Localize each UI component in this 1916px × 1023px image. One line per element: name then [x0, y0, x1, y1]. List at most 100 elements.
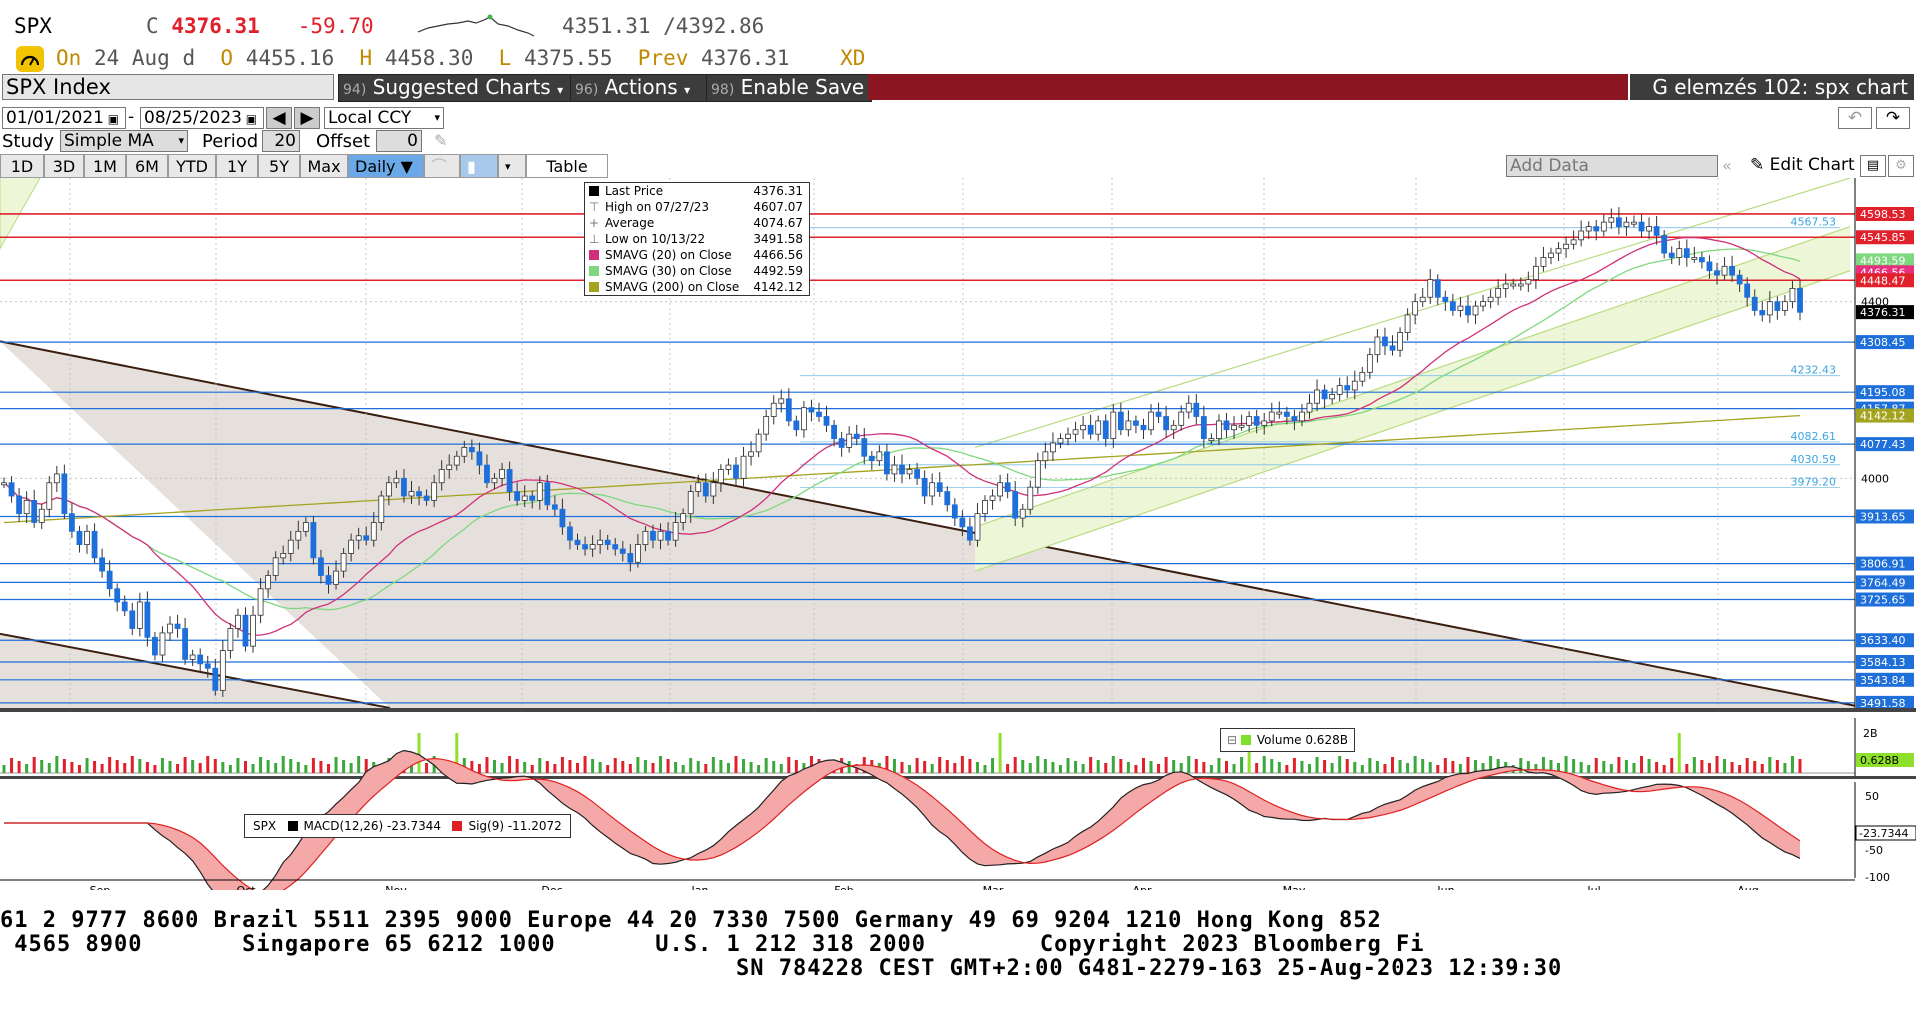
- volume-bar: [115, 760, 119, 773]
- volume-bar: [1413, 756, 1417, 773]
- volume-bar: [1760, 764, 1764, 773]
- study-select[interactable]: Simple MA ▾: [60, 130, 188, 152]
- volume-bar: [455, 733, 459, 773]
- price-axis-tag-label: 4195.08: [1860, 386, 1906, 399]
- candle-body: [1706, 261, 1713, 272]
- candle-body: [174, 623, 181, 629]
- volume-bar: [1172, 760, 1176, 773]
- candle-body: [876, 451, 883, 462]
- candle-body: [1291, 416, 1298, 422]
- period-5y[interactable]: 5Y: [258, 154, 300, 178]
- candle-body: [785, 398, 792, 422]
- table-button[interactable]: Table: [526, 154, 608, 178]
- candle-body: [702, 482, 709, 497]
- collapse-icon[interactable]: «: [1722, 156, 1732, 175]
- suggested-charts-button[interactable]: 94) Suggested Charts ▾: [338, 74, 572, 102]
- period-3d[interactable]: 3D: [44, 154, 84, 178]
- undo-icon[interactable]: ↶: [1838, 107, 1872, 129]
- add-data-field[interactable]: Add Data: [1506, 155, 1718, 177]
- volume-bar: [779, 764, 783, 773]
- fib-level-label: 4082.61: [1791, 430, 1837, 443]
- volume-bar: [711, 757, 715, 773]
- volume-bar: [1670, 758, 1674, 773]
- legend-sma20: SMAVG (20) on Close 4466.56: [585, 247, 809, 263]
- candle-body: [310, 522, 317, 559]
- redo-icon[interactable]: ↷: [1876, 107, 1910, 129]
- enable-save-button[interactable]: 98) Enable Save: [706, 74, 872, 102]
- volume-bar: [598, 762, 602, 773]
- volume-bar: [77, 765, 81, 773]
- symbol: SPX: [14, 14, 52, 38]
- candle-body: [861, 438, 868, 457]
- volume-bar: [938, 757, 942, 773]
- candle-body: [1223, 420, 1230, 431]
- security-field[interactable]: SPX Index: [2, 74, 334, 100]
- volume-bar: [1013, 757, 1017, 773]
- period-1m[interactable]: 1M: [84, 154, 126, 178]
- period-6m[interactable]: 6M: [126, 154, 168, 178]
- volume-bar: [342, 760, 346, 773]
- bar-chart-icon[interactable]: ▮: [460, 154, 498, 178]
- period-field[interactable]: 20: [262, 130, 300, 152]
- chart-settings-icon[interactable]: ▤: [1860, 155, 1886, 177]
- candle-body: [423, 495, 430, 501]
- volume-bar: [892, 759, 896, 773]
- start-date-field[interactable]: 01/01/2021 ▣: [2, 107, 126, 129]
- pencil-icon[interactable]: ✎: [434, 131, 448, 150]
- period-1d[interactable]: 1D: [0, 154, 44, 178]
- candle-body: [1502, 283, 1509, 289]
- actions-button[interactable]: 96) Actions ▾: [570, 74, 708, 102]
- candle-body: [770, 402, 777, 417]
- currency-select[interactable]: Local CCY ▾: [324, 107, 444, 129]
- price-axis-tag-label: 3633.40: [1860, 634, 1906, 647]
- gear-icon[interactable]: ⚙: [1888, 155, 1914, 177]
- candle-body: [1193, 402, 1200, 417]
- edit-chart-button[interactable]: ✎ Edit Chart: [1750, 155, 1855, 175]
- volume-bar: [1474, 760, 1478, 773]
- period-ytd[interactable]: YTD: [168, 154, 216, 178]
- volume-bar: [726, 763, 730, 773]
- candle-body: [1570, 239, 1577, 245]
- candle-body: [914, 469, 920, 479]
- volume-bar: [1481, 763, 1485, 773]
- close-price: 4376.31: [171, 14, 260, 38]
- macd-legend: SPX MACD(12,26) -23.7344 Sig(9) -11.2072: [244, 814, 571, 838]
- offset-field[interactable]: 0: [376, 130, 422, 152]
- volume-bar: [1768, 757, 1772, 773]
- volume-bar: [1579, 762, 1583, 773]
- prev-value: 4376.31: [701, 46, 790, 70]
- next-range-button[interactable]: ▶: [294, 107, 320, 129]
- chart-type-dropdown-icon[interactable]: ▾: [498, 154, 526, 178]
- period-max[interactable]: Max: [300, 154, 348, 178]
- prev-range-button[interactable]: ◀: [266, 107, 292, 129]
- candle-body: [1555, 248, 1562, 254]
- offset-label: Offset: [316, 131, 371, 152]
- volume-bar: [583, 756, 587, 773]
- x-axis-month-label: Feb: [834, 884, 853, 890]
- volume-bar: [1783, 763, 1787, 773]
- candle-body: [1683, 248, 1690, 258]
- price-axis-tag: [1856, 655, 1914, 670]
- candle-body: [84, 530, 90, 545]
- candle-body: [152, 636, 158, 656]
- volume-bar: [1330, 763, 1334, 773]
- period-1y[interactable]: 1Y: [216, 154, 258, 178]
- candle-body: [1736, 274, 1743, 285]
- candle-body: [416, 491, 422, 497]
- price-chart[interactable]: 4567.534232.434082.614030.593979.2044004…: [0, 178, 1916, 890]
- volume-bar: [1043, 759, 1047, 773]
- price-axis-tag-label: 3764.49: [1860, 576, 1906, 589]
- volume-bar: [1277, 762, 1281, 773]
- volume-bar: [1677, 733, 1681, 773]
- frequency-select[interactable]: Daily ▼: [348, 154, 424, 178]
- volume-bar: [1292, 758, 1296, 773]
- candle-body: [1653, 226, 1660, 236]
- candle-body: [1389, 345, 1396, 351]
- volume-bar: [915, 758, 919, 773]
- candle-body: [1623, 221, 1630, 227]
- volume-bar: [659, 756, 663, 773]
- end-date-field[interactable]: 08/25/2023 ▣: [140, 107, 264, 129]
- gauge-icon[interactable]: [16, 46, 44, 72]
- candle-body: [1631, 221, 1637, 225]
- line-chart-icon[interactable]: ⌒: [424, 154, 460, 178]
